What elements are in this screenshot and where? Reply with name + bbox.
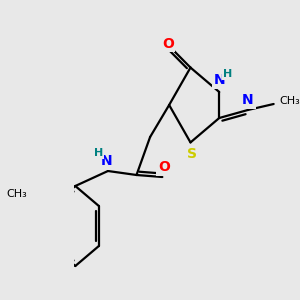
Text: S: S xyxy=(187,147,197,161)
Text: N: N xyxy=(101,154,112,168)
Text: H: H xyxy=(94,148,103,158)
Text: CH₃: CH₃ xyxy=(279,96,300,106)
Text: N: N xyxy=(242,93,254,107)
Text: CH₃: CH₃ xyxy=(7,189,27,199)
Text: O: O xyxy=(158,160,170,174)
Text: N: N xyxy=(214,73,226,87)
Text: H: H xyxy=(223,69,232,79)
Text: O: O xyxy=(162,37,174,51)
